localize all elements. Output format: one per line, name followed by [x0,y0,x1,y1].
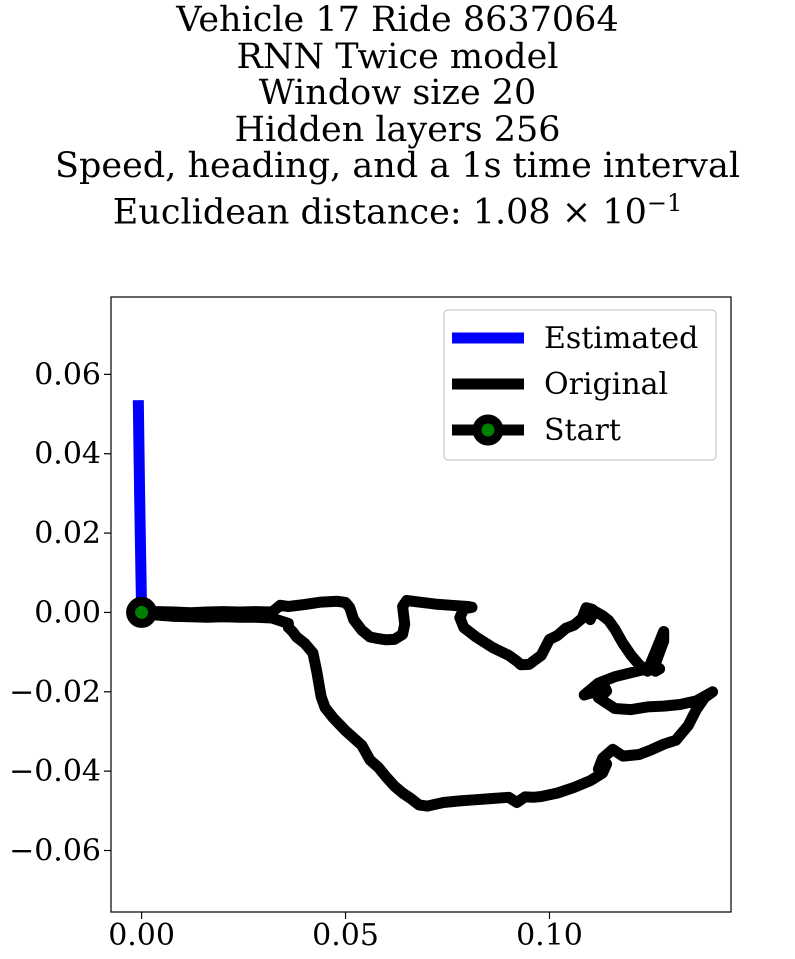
title-line: Window size 20 [258,73,537,113]
y-axis: 0.06 0.04 0.02 0.00 −0.02 −0.04 −0.06 [9,357,111,869]
title-line: Hidden layers 256 [234,109,561,150]
legend-label: Estimated [544,321,698,356]
y-tick-label: 0.00 [34,595,101,630]
legend: Estimated Original Start [443,309,717,461]
start-marker [126,596,158,628]
x-tick-label: 0.10 [516,918,583,953]
legend-start-marker [472,414,504,446]
metric-base: 10 [602,192,647,233]
chart-title: Vehicle 17 Ride 8637064 RNN Twice model … [0,2,795,231]
x-tick-label: 0.00 [108,918,175,953]
x-axis: 0.00 0.05 0.10 [108,912,583,953]
legend-label: Original [544,367,668,402]
y-tick-label: −0.04 [9,754,101,789]
title-line: Speed, heading, and a 1s time interval [54,146,741,186]
y-tick-label: −0.06 [9,834,101,869]
title-line: RNN Twice model [236,36,559,77]
metric-label: Euclidean distance: 1.08 [112,192,551,233]
y-tick-label: 0.06 [34,357,101,392]
original-series-line [136,595,719,812]
y-tick-label: 0.02 [34,516,101,551]
metric-times: × [561,192,592,233]
estimated-series-line [132,400,148,613]
metric-exponent: −1 [646,188,683,217]
legend-label: Start [544,413,621,448]
y-tick-label: −0.02 [9,675,101,710]
y-tick-label: 0.04 [34,437,101,472]
legend-box [443,309,717,461]
plot-area [126,400,719,812]
title-line: Vehicle 17 Ride 8637064 [176,0,619,40]
x-tick-label: 0.05 [312,918,379,953]
axes-frame [110,296,732,913]
title-metric-line: Euclidean distance: 1.08 × 10−1 [0,185,795,231]
